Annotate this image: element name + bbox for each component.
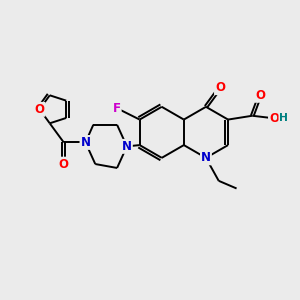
Text: N: N	[80, 136, 91, 149]
Text: N: N	[122, 140, 132, 153]
Text: O: O	[34, 103, 45, 116]
Text: O: O	[269, 112, 279, 125]
Text: O: O	[215, 81, 225, 94]
Text: N: N	[201, 152, 211, 164]
Text: H: H	[279, 113, 288, 123]
Text: O: O	[59, 158, 69, 171]
Text: F: F	[113, 102, 121, 115]
Text: O: O	[255, 89, 265, 102]
